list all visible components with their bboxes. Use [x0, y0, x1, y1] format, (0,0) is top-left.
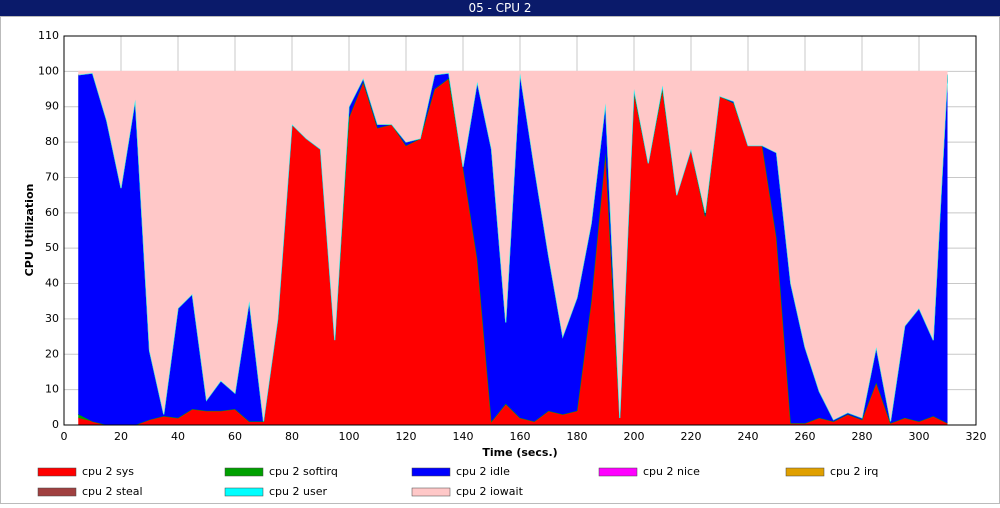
legend-swatch	[598, 467, 638, 477]
x-tick-label: 120	[396, 430, 417, 443]
area	[78, 73, 948, 425]
y-tick-label: 90	[45, 100, 59, 113]
y-tick-label: 20	[45, 347, 59, 360]
chart-title: 05 - CPU 2	[468, 1, 531, 15]
y-tick-label: 0	[52, 418, 59, 431]
legend-swatch	[37, 467, 77, 477]
plot-border	[63, 35, 977, 426]
legend-label: cpu 2 steal	[82, 485, 143, 498]
y-axis-label: CPU Utilization	[23, 184, 36, 277]
x-axis-label: Time (secs.)	[482, 446, 557, 459]
legend-swatch	[411, 467, 451, 477]
legend-swatch	[224, 467, 264, 477]
x-tick-label: 280	[852, 430, 873, 443]
legend-label: cpu 2 iowait	[456, 485, 524, 498]
x-tick-label: 180	[567, 430, 588, 443]
x-tick-label: 60	[228, 430, 242, 443]
y-tick-label: 100	[38, 64, 59, 77]
title-bar	[0, 0, 1000, 16]
legend-swatch	[785, 467, 825, 477]
x-tick-label: 200	[624, 430, 645, 443]
legend-swatch	[411, 487, 451, 497]
x-tick-label: 220	[681, 430, 702, 443]
x-tick-label: 20	[114, 430, 128, 443]
area	[78, 78, 948, 425]
y-tick-label: 110	[38, 29, 59, 42]
legend-label: cpu 2 softirq	[269, 465, 338, 478]
y-tick-label: 40	[45, 277, 59, 290]
x-tick-label: 100	[339, 430, 360, 443]
x-tick-label: 320	[966, 430, 987, 443]
x-tick-label: 80	[285, 430, 299, 443]
x-tick-label: 40	[171, 430, 185, 443]
legend-label: cpu 2 nice	[643, 465, 700, 478]
legend-label: cpu 2 irq	[830, 465, 878, 478]
y-tick-label: 50	[45, 241, 59, 254]
y-tick-label: 10	[45, 383, 59, 396]
y-tick-label: 30	[45, 312, 59, 325]
legend-label: cpu 2 idle	[456, 465, 510, 478]
y-tick-label: 70	[45, 170, 59, 183]
x-tick-label: 140	[453, 430, 474, 443]
legend-label: cpu 2 sys	[82, 465, 134, 478]
x-tick-label: 240	[738, 430, 759, 443]
x-tick-label: 160	[510, 430, 531, 443]
legend-swatch	[37, 487, 77, 497]
x-tick-label: 300	[909, 430, 930, 443]
y-tick-label: 60	[45, 206, 59, 219]
y-tick-label: 80	[45, 135, 59, 148]
legend-swatch	[224, 487, 264, 497]
area	[78, 71, 948, 422]
legend-label: cpu 2 user	[269, 485, 327, 498]
x-tick-label: 260	[795, 430, 816, 443]
x-tick-label: 0	[61, 430, 68, 443]
